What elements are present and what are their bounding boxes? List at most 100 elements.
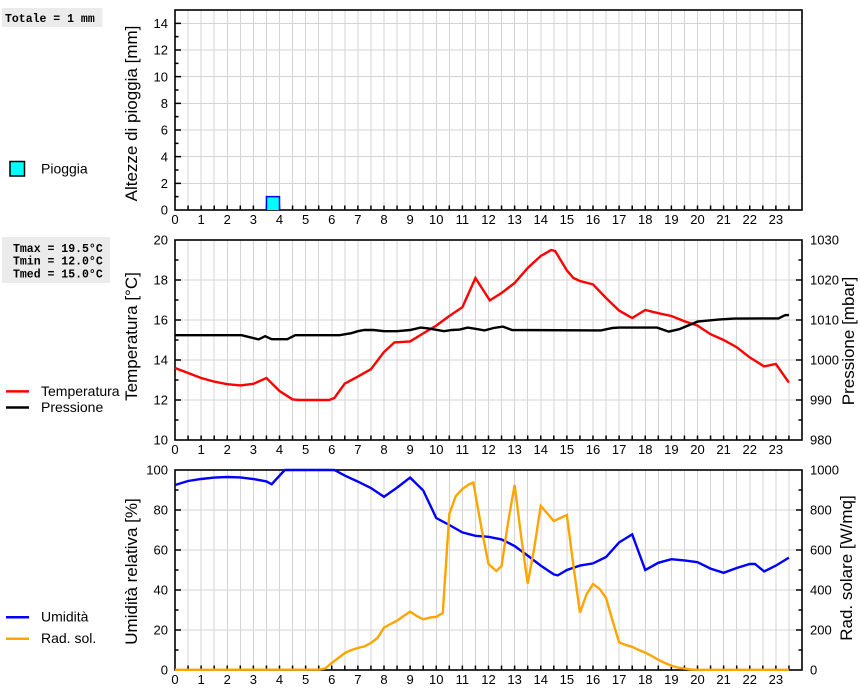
svg-text:14: 14 bbox=[154, 353, 168, 368]
svg-text:20: 20 bbox=[690, 212, 704, 227]
svg-text:Totale = 1 mm: Totale = 1 mm bbox=[5, 13, 95, 26]
svg-text:14: 14 bbox=[534, 212, 548, 227]
svg-text:6: 6 bbox=[161, 123, 168, 138]
svg-text:Pressione [mbar]: Pressione [mbar] bbox=[839, 277, 858, 406]
svg-text:60: 60 bbox=[154, 543, 168, 558]
svg-text:10: 10 bbox=[154, 433, 168, 448]
svg-text:12: 12 bbox=[154, 393, 168, 408]
svg-text:80: 80 bbox=[154, 503, 168, 518]
svg-text:Pioggia: Pioggia bbox=[41, 161, 88, 177]
svg-text:990: 990 bbox=[810, 393, 832, 408]
svg-text:8: 8 bbox=[380, 212, 387, 227]
svg-text:2: 2 bbox=[224, 212, 231, 227]
svg-text:1010: 1010 bbox=[810, 313, 839, 328]
svg-text:20: 20 bbox=[690, 672, 704, 687]
svg-text:0: 0 bbox=[171, 442, 178, 457]
svg-text:1: 1 bbox=[198, 672, 205, 687]
svg-text:600: 600 bbox=[810, 543, 832, 558]
svg-text:Tmin = 12.0°C: Tmin = 12.0°C bbox=[13, 256, 103, 269]
svg-text:18: 18 bbox=[154, 273, 168, 288]
svg-text:Temperatura: Temperatura bbox=[41, 383, 120, 399]
svg-text:17: 17 bbox=[612, 212, 626, 227]
svg-text:10: 10 bbox=[154, 69, 168, 84]
svg-text:100: 100 bbox=[146, 463, 168, 478]
svg-text:21: 21 bbox=[716, 672, 730, 687]
svg-text:800: 800 bbox=[810, 503, 832, 518]
svg-text:1020: 1020 bbox=[810, 273, 839, 288]
svg-text:17: 17 bbox=[612, 442, 626, 457]
svg-text:18: 18 bbox=[638, 442, 652, 457]
svg-text:0: 0 bbox=[161, 203, 168, 218]
svg-text:14: 14 bbox=[154, 16, 168, 31]
svg-text:11: 11 bbox=[456, 442, 470, 457]
svg-text:18: 18 bbox=[638, 212, 652, 227]
svg-text:22: 22 bbox=[743, 212, 757, 227]
svg-text:Rad. solare [W/mq]: Rad. solare [W/mq] bbox=[837, 495, 856, 641]
svg-text:21: 21 bbox=[716, 442, 730, 457]
svg-text:0: 0 bbox=[810, 663, 817, 678]
svg-text:19: 19 bbox=[664, 442, 678, 457]
svg-text:Umidità relativa [%]: Umidità relativa [%] bbox=[122, 498, 141, 644]
svg-text:2: 2 bbox=[161, 176, 168, 191]
svg-text:Temperatura [°C]: Temperatura [°C] bbox=[122, 272, 141, 401]
svg-text:23: 23 bbox=[769, 672, 783, 687]
svg-text:Altezze di pioggia [mm]: Altezze di pioggia [mm] bbox=[122, 26, 141, 202]
svg-text:13: 13 bbox=[507, 442, 521, 457]
svg-text:7: 7 bbox=[354, 442, 361, 457]
svg-text:980: 980 bbox=[810, 433, 832, 448]
svg-text:6: 6 bbox=[328, 672, 335, 687]
svg-text:16: 16 bbox=[586, 442, 600, 457]
svg-text:2: 2 bbox=[224, 672, 231, 687]
svg-text:4: 4 bbox=[161, 149, 168, 164]
svg-text:13: 13 bbox=[507, 212, 521, 227]
svg-text:5: 5 bbox=[302, 212, 309, 227]
svg-text:17: 17 bbox=[612, 672, 626, 687]
svg-text:15: 15 bbox=[560, 442, 574, 457]
svg-text:22: 22 bbox=[743, 442, 757, 457]
svg-text:4: 4 bbox=[276, 672, 283, 687]
svg-text:9: 9 bbox=[407, 442, 414, 457]
svg-text:3: 3 bbox=[250, 212, 257, 227]
svg-text:20: 20 bbox=[154, 233, 168, 248]
svg-text:7: 7 bbox=[354, 672, 361, 687]
svg-text:16: 16 bbox=[586, 212, 600, 227]
svg-text:3: 3 bbox=[250, 442, 257, 457]
svg-text:0: 0 bbox=[171, 672, 178, 687]
svg-text:Tmax = 19.5°C: Tmax = 19.5°C bbox=[13, 243, 103, 256]
svg-text:5: 5 bbox=[302, 672, 309, 687]
svg-text:14: 14 bbox=[534, 442, 548, 457]
svg-text:12: 12 bbox=[481, 442, 495, 457]
svg-text:23: 23 bbox=[769, 442, 783, 457]
svg-text:20: 20 bbox=[690, 442, 704, 457]
svg-text:Umidità: Umidità bbox=[41, 609, 89, 625]
svg-text:15: 15 bbox=[560, 212, 574, 227]
svg-text:1000: 1000 bbox=[810, 463, 839, 478]
svg-text:0: 0 bbox=[171, 212, 178, 227]
svg-text:21: 21 bbox=[716, 212, 730, 227]
svg-text:1: 1 bbox=[198, 212, 205, 227]
svg-text:2: 2 bbox=[224, 442, 231, 457]
svg-text:10: 10 bbox=[429, 442, 443, 457]
svg-text:9: 9 bbox=[407, 672, 414, 687]
svg-text:23: 23 bbox=[769, 212, 783, 227]
svg-text:1: 1 bbox=[198, 442, 205, 457]
svg-text:15: 15 bbox=[560, 672, 574, 687]
svg-text:3: 3 bbox=[250, 672, 257, 687]
svg-text:7: 7 bbox=[354, 212, 361, 227]
svg-text:12: 12 bbox=[481, 672, 495, 687]
svg-text:Rad. sol.: Rad. sol. bbox=[41, 630, 96, 646]
svg-text:12: 12 bbox=[154, 43, 168, 58]
svg-text:11: 11 bbox=[456, 212, 470, 227]
svg-text:1030: 1030 bbox=[810, 233, 839, 248]
svg-text:6: 6 bbox=[328, 212, 335, 227]
svg-text:12: 12 bbox=[481, 212, 495, 227]
svg-text:Pressione: Pressione bbox=[41, 399, 103, 415]
svg-text:22: 22 bbox=[743, 672, 757, 687]
svg-text:20: 20 bbox=[154, 623, 168, 638]
svg-text:6: 6 bbox=[328, 442, 335, 457]
svg-text:4: 4 bbox=[276, 212, 283, 227]
svg-text:400: 400 bbox=[810, 583, 832, 598]
svg-text:9: 9 bbox=[407, 212, 414, 227]
svg-text:1000: 1000 bbox=[810, 353, 839, 368]
svg-text:16: 16 bbox=[154, 313, 168, 328]
